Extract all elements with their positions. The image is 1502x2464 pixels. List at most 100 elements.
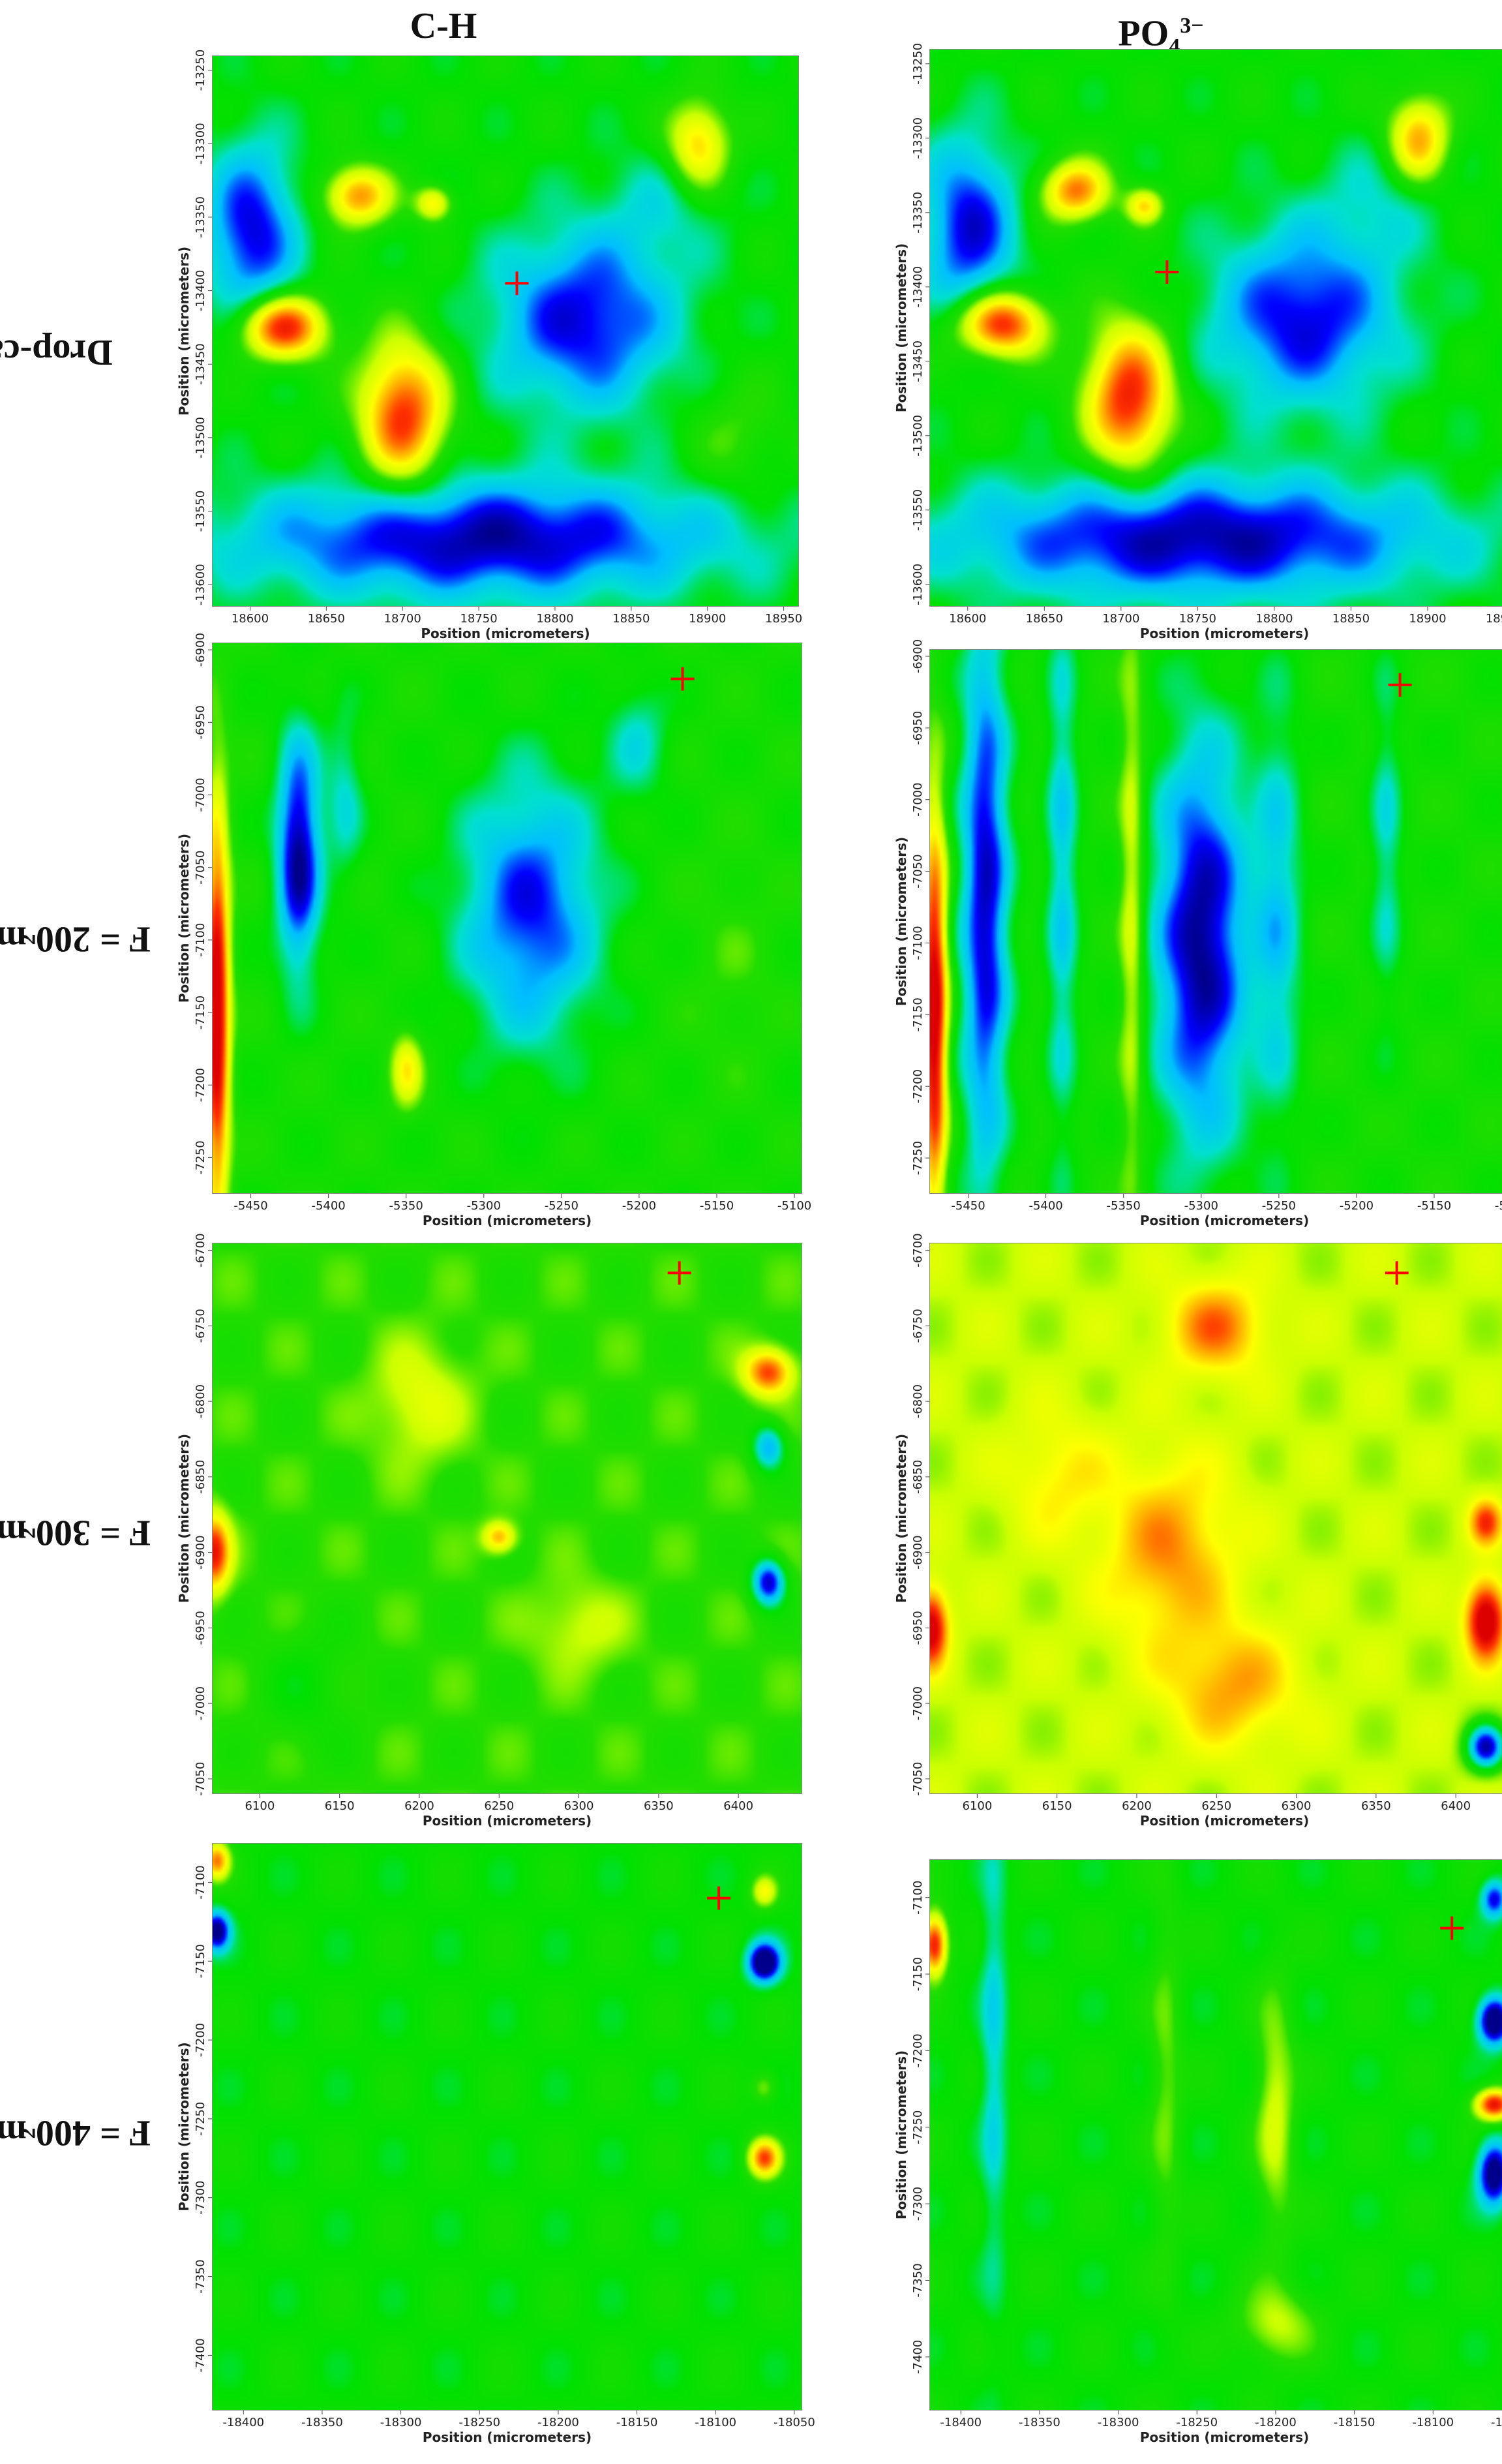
y-tick-label: -6850 <box>194 1460 207 1494</box>
y-tick-label: -6950 <box>911 711 925 745</box>
x-tick-label: -18200 <box>537 2416 579 2429</box>
heatmap-panel: -18400 -18350 -18300 -18250 -18200 -18150 -181… <box>166 1843 815 2450</box>
heatmap-axes: -5450 -5400 -5350 -5300 -5250 -5200 -5150 -5100… <box>176 633 811 1228</box>
x-tick-label: 18900 <box>689 612 726 626</box>
x-tick-label: 6400 <box>1441 1799 1471 1813</box>
y-axis-label: Position (micrometers) <box>176 247 192 416</box>
x-tick-label: 18900 <box>1409 612 1446 626</box>
y-tick-label: -7300 <box>194 2181 207 2215</box>
y-tick-label: -6850 <box>911 1460 925 1494</box>
heatmap-image <box>213 643 802 1193</box>
heatmap-axes: 6100 6150 6200 6250 6300 6350 6400 -6700 -6750 -6… <box>894 1233 1471 1829</box>
y-tick-label: -7200 <box>911 1069 925 1103</box>
heatmap-image <box>930 50 1502 606</box>
row-label-300: F = 300 mJ/cm2 <box>0 1240 151 1827</box>
heatmap-plot-area <box>212 1243 802 1794</box>
heatmap-axes: 18600 18650 18700 18750 18800 18850 18900 18950… <box>894 43 1502 641</box>
x-tick-label: -5400 <box>311 1199 345 1213</box>
x-axis-label: Position (micrometers) <box>1140 626 1309 641</box>
y-tick-label: -13400 <box>911 266 925 308</box>
y-tick-label: -13550 <box>194 491 207 532</box>
column-header-ch: C-H <box>170 0 717 52</box>
x-tick-label: 18700 <box>1102 612 1139 626</box>
x-tick-label: 18650 <box>1026 612 1063 626</box>
y-tick-label: -7150 <box>194 996 207 1029</box>
x-tick-label: -5200 <box>622 1199 656 1213</box>
heatmap-plot-area <box>212 643 802 1194</box>
y-tick-label: -13500 <box>911 415 925 457</box>
heatmap-image <box>930 1243 1502 1793</box>
y-tick-label: -6750 <box>911 1309 925 1343</box>
crosshair-marker <box>1440 1916 1464 1940</box>
y-tick-label: -7100 <box>911 926 925 960</box>
x-tick-label: -5350 <box>389 1199 423 1213</box>
x-tick-label: -18350 <box>1019 2416 1060 2429</box>
heatmap-panel: -5450 -5400 -5350 -5300 -5250 -5200 -5150 -5100… <box>884 639 1502 1233</box>
x-axis-label: Position (micrometers) <box>423 2429 592 2445</box>
y-tick-label: -13300 <box>194 123 207 164</box>
x-tick-label: 18800 <box>1255 612 1293 626</box>
y-tick-label: -7250 <box>194 2102 207 2136</box>
x-tick-label: -18250 <box>458 2416 500 2429</box>
y-tick-label: -13550 <box>911 489 925 531</box>
crosshair-marker <box>667 1261 691 1285</box>
y-tick-label: -7200 <box>194 1068 207 1102</box>
heatmap-image <box>213 56 798 606</box>
heatmap-plot-area <box>929 49 1502 607</box>
x-tick-label: -18150 <box>1334 2416 1375 2429</box>
y-tick-label: -7250 <box>911 1141 925 1175</box>
y-tick-label: -7000 <box>194 1686 207 1720</box>
heatmap-panel: 6100 6150 6200 6250 6300 6350 6400 -6700 -6750 -6… <box>884 1233 1502 1833</box>
x-tick-label: 6250 <box>1201 1799 1231 1813</box>
x-tick-label: -5100 <box>777 1199 811 1213</box>
x-tick-label: -18300 <box>1098 2416 1139 2429</box>
x-tick-label: 6250 <box>484 1799 514 1813</box>
x-tick-label: -5150 <box>1417 1199 1451 1213</box>
x-tick-label: -5450 <box>951 1199 985 1213</box>
x-tick-label: 18850 <box>612 612 650 626</box>
y-tick-label: -13400 <box>194 270 207 312</box>
column-header-po4: PO43− <box>887 0 1435 59</box>
y-tick-label: -7150 <box>911 997 925 1031</box>
y-tick-label: -6950 <box>194 1611 207 1645</box>
row-label-200: F = 200 mJ/cm2 <box>0 646 151 1233</box>
heatmap-plot-area <box>929 649 1502 1194</box>
y-axis-label: Position (micrometers) <box>894 1434 909 1603</box>
y-tick-label: -6700 <box>194 1233 207 1267</box>
y-tick-label: -6700 <box>911 1233 925 1267</box>
x-tick-label: -5150 <box>700 1199 734 1213</box>
y-axis-label: Position (micrometers) <box>894 2050 909 2219</box>
y-axis-label: Position (micrometers) <box>176 2042 192 2211</box>
x-tick-label: -5300 <box>1184 1199 1218 1213</box>
x-tick-label: 18650 <box>308 612 345 626</box>
row-label-300-text: F = 300 mJ/cm <box>0 1513 151 1553</box>
y-tick-label: -6800 <box>194 1384 207 1418</box>
crosshair-marker <box>1385 1261 1409 1285</box>
x-tick-label: 18950 <box>765 612 802 626</box>
y-tick-label: -13350 <box>194 196 207 238</box>
x-tick-label: -5400 <box>1029 1199 1062 1213</box>
crosshair-marker <box>1388 673 1412 697</box>
y-tick-label: -7150 <box>911 1957 925 1991</box>
y-tick-label: -6950 <box>911 1611 925 1645</box>
x-axis-label: Position (micrometers) <box>1140 1813 1309 1829</box>
y-tick-label: -7000 <box>194 778 207 812</box>
y-tick-label: -6900 <box>194 1535 207 1569</box>
y-tick-label: -7050 <box>911 1762 925 1796</box>
y-tick-label: -7150 <box>194 1944 207 1978</box>
y-axis-label: Position (micrometers) <box>176 1434 192 1603</box>
row-label-dropcast: Drop-cast <box>0 59 113 646</box>
heatmap-axes: -18400 -18350 -18300 -18250 -18200 -18150 -181… <box>176 1865 815 2445</box>
column-header-ch-label: C-H <box>410 6 477 46</box>
y-tick-label: -7050 <box>194 851 207 885</box>
heatmap-image <box>930 650 1502 1193</box>
y-tick-label: -6900 <box>911 1535 925 1569</box>
y-tick-label: -13600 <box>194 564 207 605</box>
y-tick-label: -7400 <box>911 2340 925 2374</box>
heatmap-panel: 18600 18650 18700 18750 18800 18850 18900 18950… <box>884 43 1502 646</box>
x-axis-label: Position (micrometers) <box>1140 2429 1309 2445</box>
y-tick-label: -13450 <box>194 343 207 385</box>
heatmap-panel: -5450 -5400 -5350 -5300 -5250 -5200 -5150 -5100… <box>166 633 811 1233</box>
heatmap-axes: 18600 18650 18700 18750 18800 18850 18900 18950… <box>176 50 802 641</box>
x-tick-label: -18250 <box>1176 2416 1218 2429</box>
